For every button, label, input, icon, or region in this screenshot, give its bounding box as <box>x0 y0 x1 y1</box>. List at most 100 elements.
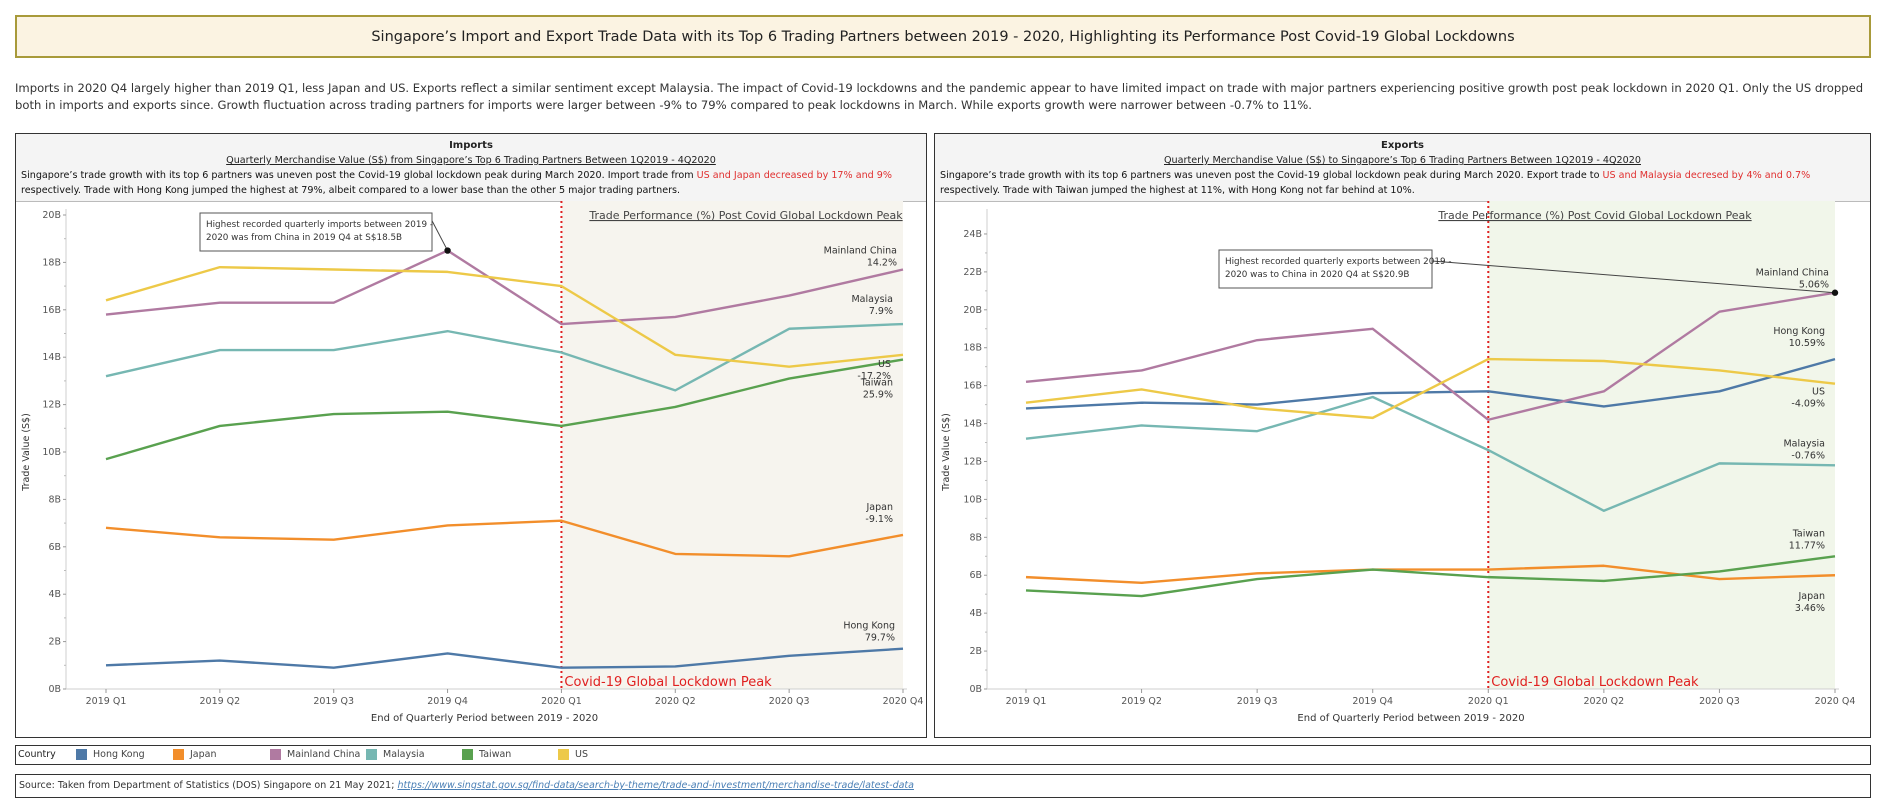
end-label-pct-mainland-china: 5.06% <box>1799 280 1829 291</box>
y-tick-label: 16B <box>42 305 61 316</box>
legend-swatch-hong-kong <box>76 749 87 760</box>
annotation-box <box>1218 249 1433 289</box>
x-tick-label: 2019 Q2 <box>1121 696 1162 707</box>
end-label-pct-taiwan: 11.77% <box>1789 540 1825 551</box>
legend-swatch-mainland-china <box>270 749 281 760</box>
exports-desc-part1: Singapore’s trade growth with its top 6 … <box>940 170 1603 181</box>
annotation-text-line1: Highest recorded quarterly imports betwe… <box>206 220 433 230</box>
y-tick-label: 12B <box>963 456 982 467</box>
x-tick-label: 2019 Q4 <box>1352 696 1393 707</box>
y-tick-label: 14B <box>963 419 982 430</box>
exports-description: Singapore’s trade growth with its top 6 … <box>940 169 1865 198</box>
x-tick-label: 2019 Q1 <box>86 696 127 707</box>
x-tick-label: 2019 Q4 <box>427 696 468 707</box>
end-label-name-us: US <box>878 359 891 370</box>
legend-item-mainland-china[interactable]: Mainland China <box>270 749 360 760</box>
end-label-pct-japan: -9.1% <box>865 514 893 525</box>
imports-panel-subtitle: Quarterly Merchandise Value (S$) from Si… <box>226 155 716 166</box>
end-label-pct-us: -4.09% <box>1791 399 1825 410</box>
legend-item-taiwan[interactable]: Taiwan <box>462 749 511 760</box>
end-label-pct-malaysia: -0.76% <box>1791 450 1825 461</box>
legend-label-mainland-china: Mainland China <box>287 749 361 760</box>
end-label-name-taiwan: Taiwan <box>1792 528 1825 539</box>
y-tick-label: 4B <box>969 608 982 619</box>
y-tick-label: 14B <box>42 352 61 363</box>
exports-panel-header: Exports Quarterly Merchandise Value (S$)… <box>935 134 1870 202</box>
y-tick-label: 6B <box>48 542 61 553</box>
end-label-name-hong-kong: Hong Kong <box>1773 326 1825 337</box>
source-footer: Source: Taken from Department of Statist… <box>15 774 1871 798</box>
exports-desc-highlight: US and Malaysia decresed by 4% and 0.7% <box>1602 170 1811 181</box>
legend-swatch-japan <box>173 749 184 760</box>
post-lockdown-region-label: Trade Performance (%) Post Covid Global … <box>1437 209 1752 222</box>
series-line-japan <box>105 519 904 558</box>
x-tick-label: 2019 Q1 <box>1006 696 1047 707</box>
series-line-mainland-china <box>1025 291 1836 421</box>
annotation-text-line1: Highest recorded quarterly exports betwe… <box>1225 257 1452 267</box>
y-tick-label: 24B <box>963 229 982 240</box>
end-label-name-japan: Japan <box>866 502 894 513</box>
x-tick-label: 2020 Q1 <box>1468 696 1509 707</box>
legend-item-hong-kong[interactable]: Hong Kong <box>76 749 145 760</box>
source-link[interactable]: https://www.singstat.gov.sg/find-data/se… <box>397 780 914 791</box>
x-axis-title: End of Quarterly Period between 2019 - 2… <box>371 713 598 724</box>
legend-label-malaysia: Malaysia <box>383 749 425 760</box>
legend-label-hong-kong: Hong Kong <box>93 749 145 760</box>
dashboard-title: Singapore’s Import and Export Trade Data… <box>371 28 1515 45</box>
end-label-pct-mainland-china: 14.2% <box>867 258 897 269</box>
annotation-leader-line <box>1431 260 1836 294</box>
x-tick-label: 2020 Q3 <box>769 696 810 707</box>
post-lockdown-region <box>561 201 903 689</box>
lockdown-peak-label: Covid-19 Global Lockdown Peak <box>1491 675 1699 690</box>
legend-label-taiwan: Taiwan <box>479 749 512 760</box>
y-tick-label: 0B <box>48 684 61 695</box>
y-tick-label: 8B <box>48 494 61 505</box>
x-tick-label: 2020 Q2 <box>655 696 696 707</box>
exports-line-chart: 0B 2B 4B 6B 8B 10B 12B 14B 16B 18B 20B 22B 24B Trade … <box>941 201 1855 724</box>
lockdown-peak-label: Covid-19 Global Lockdown Peak <box>564 675 772 690</box>
series-line-taiwan <box>105 358 904 461</box>
y-tick-label: 22B <box>963 267 982 278</box>
end-label-pct-hong-kong: 10.59% <box>1789 338 1825 349</box>
legend-item-malaysia[interactable]: Malaysia <box>366 749 425 760</box>
legend-item-japan[interactable]: Japan <box>173 749 217 760</box>
end-label-pct-malaysia: 7.9% <box>869 306 893 317</box>
y-tick-label: 18B <box>963 343 982 354</box>
legend-label-us: US <box>575 749 588 760</box>
legend-title: Country <box>18 749 56 760</box>
imports-panel-title: Imports <box>449 140 493 151</box>
end-label-name-malaysia: Malaysia <box>1783 438 1825 449</box>
end-label-name-mainland-china: Mainland China <box>824 246 897 257</box>
end-label-name-japan: Japan <box>1798 591 1826 602</box>
end-label-name-hong-kong: Hong Kong <box>843 621 895 632</box>
x-axis-title: End of Quarterly Period between 2019 - 2… <box>1297 713 1524 724</box>
x-tick-label: 2020 Q2 <box>1583 696 1624 707</box>
annotation-text-line2: 2020 was to China in 2020 Q4 at S$20.9B <box>1225 270 1409 280</box>
end-label-pct-hong-kong: 79.7% <box>865 633 895 644</box>
imports-line-chart: 0B 2B 4B 6B 8B 10B 12B 14B 16B 18B 20B Trade Value … <box>21 201 923 724</box>
y-tick-label: 10B <box>963 494 982 505</box>
series-line-malaysia <box>1025 395 1836 512</box>
legend-swatch-taiwan <box>462 749 473 760</box>
legend-item-us[interactable]: US <box>558 749 588 760</box>
end-label-name-us: US <box>1812 387 1825 398</box>
exports-panel-subtitle: Quarterly Merchandise Value (S$) to Sing… <box>1164 155 1641 166</box>
source-text: Source: Taken from Department of Statist… <box>19 780 398 791</box>
annotation-text-line2: 2020 was from China in 2019 Q4 at S$18.5… <box>206 233 402 243</box>
y-tick-label: 8B <box>969 532 982 543</box>
end-label-pct-japan: 3.46% <box>1795 603 1825 614</box>
end-label-pct-us: -17.2% <box>857 371 891 382</box>
annotation-point <box>1831 289 1839 296</box>
exports-panel-title: Exports <box>1381 140 1424 151</box>
series-line-japan <box>1025 564 1836 585</box>
dashboard-title-box: Singapore’s Import and Export Trade Data… <box>15 15 1871 58</box>
y-tick-label: 16B <box>963 381 982 392</box>
y-tick-label: 0B <box>969 684 982 695</box>
y-tick-label: 20B <box>42 210 61 221</box>
annotation-point <box>444 247 451 254</box>
legend-swatch-us <box>558 749 569 760</box>
y-axis-title: Trade Value (S$) <box>941 413 952 492</box>
y-tick-label: 6B <box>969 570 982 581</box>
exports-panel: Exports Quarterly Merchandise Value (S$)… <box>934 133 1871 738</box>
imports-panel: Imports Quarterly Merchandise Value (S$)… <box>15 133 927 738</box>
